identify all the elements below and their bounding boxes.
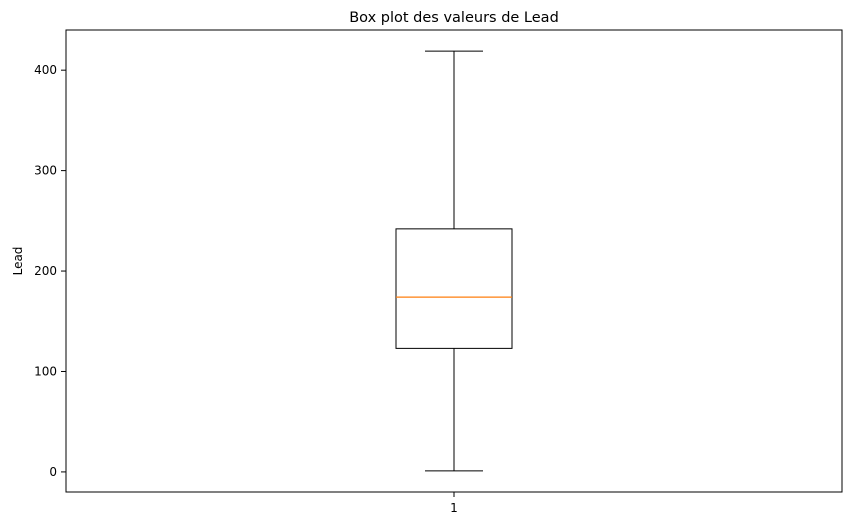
box-iqr [395,228,513,349]
y-tick-label: 400 [34,63,57,77]
y-tick-label: 100 [34,364,57,378]
y-tick-label: 200 [34,264,57,278]
y-axis: 0 100 200 300 400 [34,63,66,479]
box-series [395,50,513,472]
y-axis-label: Lead [11,247,25,276]
x-axis: 1 [450,492,458,515]
y-tick-label: 300 [34,164,57,178]
chart-title: Box plot des valeurs de Lead [349,10,559,26]
y-tick-label: 0 [49,465,57,479]
x-tick-label: 1 [450,501,458,515]
